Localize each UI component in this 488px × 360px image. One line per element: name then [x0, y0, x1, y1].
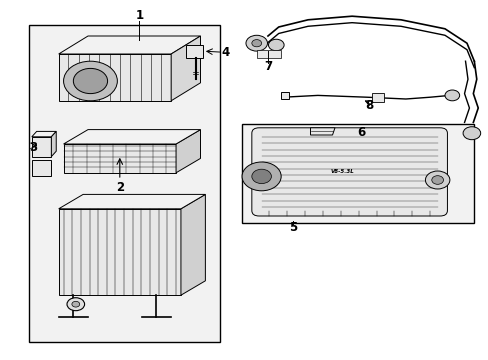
- Circle shape: [268, 39, 284, 51]
- Polygon shape: [181, 194, 205, 295]
- Text: 3: 3: [29, 141, 37, 154]
- Circle shape: [242, 162, 281, 191]
- Bar: [29, 25, 220, 342]
- FancyBboxPatch shape: [251, 128, 447, 216]
- Circle shape: [251, 169, 271, 184]
- Circle shape: [251, 40, 261, 47]
- Polygon shape: [51, 131, 56, 157]
- Text: 4: 4: [222, 46, 229, 59]
- Polygon shape: [32, 160, 51, 176]
- Text: 5: 5: [289, 221, 297, 234]
- Polygon shape: [59, 194, 205, 209]
- Circle shape: [462, 127, 480, 140]
- Bar: [242, 124, 473, 223]
- Polygon shape: [171, 36, 200, 101]
- Polygon shape: [59, 54, 171, 101]
- Circle shape: [72, 301, 80, 307]
- Text: 6: 6: [356, 126, 364, 139]
- Polygon shape: [59, 209, 181, 295]
- Circle shape: [444, 90, 459, 101]
- Polygon shape: [63, 130, 200, 144]
- Polygon shape: [32, 137, 51, 157]
- Text: 2: 2: [116, 181, 123, 194]
- Polygon shape: [281, 92, 288, 99]
- Polygon shape: [59, 36, 200, 54]
- Polygon shape: [371, 93, 383, 102]
- Text: V8-5.3L: V8-5.3L: [330, 169, 353, 174]
- Circle shape: [425, 171, 449, 189]
- Circle shape: [431, 176, 443, 184]
- Circle shape: [63, 61, 117, 101]
- Circle shape: [245, 35, 267, 51]
- Text: 1: 1: [135, 9, 143, 22]
- Text: 7: 7: [264, 60, 271, 73]
- Circle shape: [67, 298, 84, 311]
- Circle shape: [73, 68, 107, 94]
- Polygon shape: [63, 144, 176, 173]
- Polygon shape: [310, 128, 334, 135]
- Polygon shape: [32, 131, 56, 137]
- Polygon shape: [256, 50, 281, 58]
- Polygon shape: [185, 45, 203, 58]
- Text: 8: 8: [365, 99, 372, 112]
- Polygon shape: [176, 130, 200, 173]
